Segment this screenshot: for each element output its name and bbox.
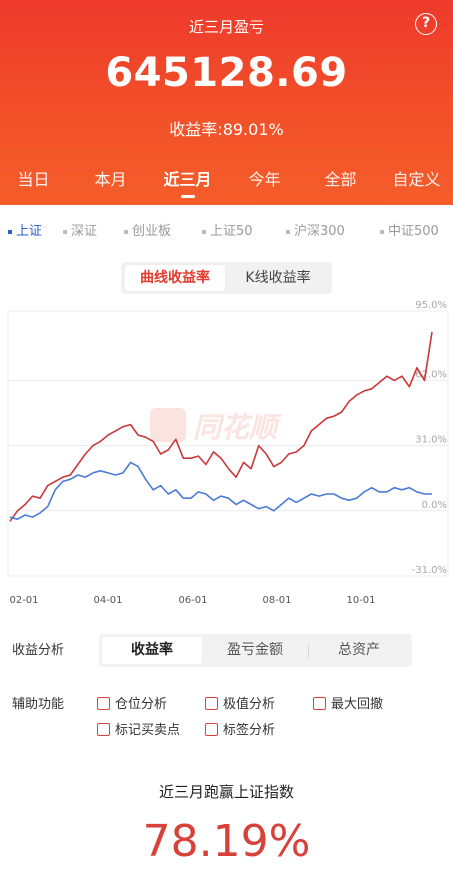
yield-analysis-row: 收益分析 收益率 盈亏金额 总资产 (0, 634, 453, 668)
profit-amount-option[interactable]: 盈亏金额 (227, 642, 283, 658)
chart-type-toggle: 曲线收益率 K线收益率 (121, 262, 332, 294)
checkbox-label: 标签分析 (223, 723, 276, 738)
yield-rate: 收益率:89.01% (169, 120, 284, 139)
profit-amount: 645128.69 (105, 50, 348, 96)
portfolio-yield-line (9, 331, 433, 522)
tab-label: 本月 (94, 170, 127, 189)
position-analysis-checkbox[interactable]: 仓位分析 (97, 693, 167, 712)
index-tab-label: 深证 (71, 224, 98, 239)
bullet-icon (8, 229, 12, 234)
tab-underline (181, 195, 195, 198)
checkbox-icon (205, 697, 218, 710)
tab-today[interactable]: 当日 (0, 166, 71, 190)
index-tab-csi500[interactable]: 中证500 (380, 220, 439, 239)
tab-label: 今年 (248, 170, 281, 189)
tab-this-year[interactable]: 今年 (227, 166, 302, 190)
page-title: 近三月盈亏 (188, 18, 264, 36)
watermark-text: 同花顺 (193, 411, 282, 444)
watermark-logo: 同花顺 (150, 408, 282, 444)
checkbox-icon (97, 697, 110, 710)
period-tabs: 当日 本月 近三月 今年 全部 自定义 (0, 166, 453, 206)
summary-value: 78.19% (142, 816, 311, 867)
tab-this-month[interactable]: 本月 (73, 166, 148, 190)
index-tab-label: 上证50 (210, 224, 253, 239)
index-tab-shanghai[interactable]: 上证 (8, 220, 42, 239)
checkbox-label: 极值分析 (223, 697, 276, 712)
index-tab-csi300[interactable]: 沪深300 (286, 220, 345, 239)
curve-yield-button[interactable]: 曲线收益率 (125, 265, 225, 291)
y-tick-label: 0.0% (422, 500, 447, 511)
aux-functions-label: 辅助功能 (12, 697, 65, 712)
tab-label: 自定义 (392, 170, 441, 189)
question-circle-icon[interactable]: ? (415, 13, 437, 35)
index-tab-label: 上证 (16, 224, 43, 239)
index-yield-line (9, 461, 432, 520)
index-tab-sse50[interactable]: 上证50 (202, 220, 253, 239)
bullet-icon (63, 229, 67, 234)
total-assets-option[interactable]: 总资产 (338, 642, 380, 658)
tag-analysis-checkbox[interactable]: 标签分析 (205, 719, 275, 738)
index-tab-label: 创业板 (132, 224, 172, 239)
index-tab-chinext[interactable]: 创业板 (124, 220, 171, 239)
x-tick-label: 04-01 (93, 595, 122, 606)
bullet-icon (202, 229, 206, 234)
tab-label: 当日 (17, 170, 50, 189)
x-tick-label: 02-01 (9, 595, 38, 606)
divider (308, 644, 309, 658)
y-tick-label: 62.0% (415, 369, 447, 380)
y-tick-label: -31.0% (412, 565, 447, 576)
tab-custom[interactable]: 自定义 (379, 166, 453, 190)
header-panel: 近三月盈亏 ? 645128.69 收益率:89.01% 当日 本月 近三月 今… (0, 0, 453, 205)
kline-yield-button[interactable]: K线收益率 (245, 270, 311, 286)
tab-label: 近三月 (163, 170, 212, 189)
yield-analysis-label: 收益分析 (12, 643, 65, 658)
bullet-icon (380, 229, 384, 234)
mark-trades-checkbox[interactable]: 标记买卖点 (97, 719, 180, 738)
tab-all[interactable]: 全部 (303, 166, 378, 190)
watermark-icon (150, 408, 186, 442)
bullet-icon (124, 229, 128, 234)
index-tab-label: 沪深300 (294, 224, 345, 239)
checkbox-icon (205, 723, 218, 736)
extreme-analysis-checkbox[interactable]: 极值分析 (205, 693, 275, 712)
analysis-segment: 收益率 盈亏金额 总资产 (99, 634, 412, 667)
tab-last-three-months[interactable]: 近三月 (150, 166, 225, 198)
x-tick-label: 08-01 (262, 595, 291, 606)
index-tabs: 上证 深证 创业板 上证50 沪深300 中证500 (0, 220, 453, 242)
checkbox-label: 标记买卖点 (115, 723, 181, 738)
checkbox-label: 最大回撤 (331, 697, 384, 712)
checkbox-icon (313, 697, 326, 710)
x-tick-label: 06-01 (178, 595, 207, 606)
aux-functions: 辅助功能 仓位分析 极值分析 最大回撤 标记买卖点 标签分析 (0, 690, 453, 750)
max-drawdown-checkbox[interactable]: 最大回撤 (313, 693, 383, 712)
index-tab-shenzhen[interactable]: 深证 (63, 220, 97, 239)
index-tab-label: 中证500 (388, 224, 439, 239)
y-tick-label: 31.0% (415, 435, 447, 446)
yield-chart: 同花顺 95.0% 62.0% 31.0% 0.0% -31.0% 02-01 04-01 06… (7, 300, 449, 606)
tab-label: 全部 (324, 170, 357, 189)
yield-rate-option[interactable]: 收益率 (102, 637, 202, 664)
x-tick-label: 10-01 (346, 595, 375, 606)
y-tick-label: 95.0% (415, 300, 447, 311)
checkbox-label: 仓位分析 (115, 697, 168, 712)
summary-title: 近三月跑赢上证指数 (158, 783, 294, 801)
checkbox-icon (97, 723, 110, 736)
bullet-icon (286, 229, 290, 234)
